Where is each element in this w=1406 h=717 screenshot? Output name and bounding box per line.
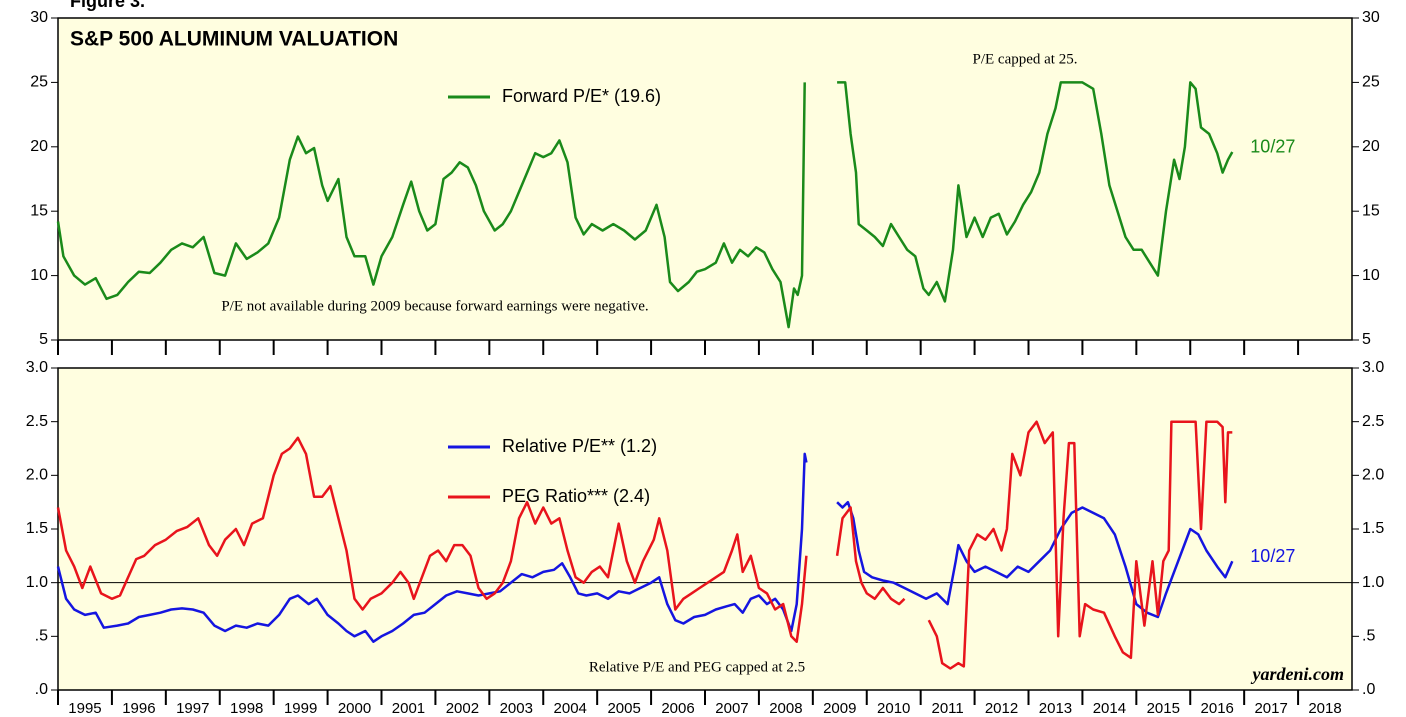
- plot-area: [57, 17, 1353, 341]
- y-tick-label: 30: [1362, 9, 1380, 26]
- y-tick-label: 5: [39, 331, 48, 348]
- x-tick-label: 1997: [176, 700, 209, 717]
- x-tick-label: 1996: [122, 700, 155, 717]
- annotation: Relative P/E and PEG capped at 2.5: [589, 659, 805, 675]
- plot-area: [57, 367, 1353, 691]
- y-tick-label: 5: [1362, 331, 1371, 348]
- x-tick-label: 2004: [554, 700, 587, 717]
- credit: yardeni.com: [1251, 664, 1345, 684]
- y-tick-label: 30: [30, 9, 48, 26]
- figure-label: Figure 3.: [70, 0, 145, 11]
- x-tick-label: 2000: [338, 700, 371, 717]
- y-tick-label: .0: [1362, 681, 1375, 698]
- y-tick-label: 2.5: [1362, 413, 1384, 430]
- x-tick-label: 2015: [1147, 700, 1180, 717]
- legend-label: PEG Ratio*** (2.4): [502, 486, 650, 506]
- y-tick-label: 1.0: [26, 574, 48, 591]
- x-tick-label: 2018: [1308, 700, 1341, 717]
- chart-title: S&P 500 ALUMINUM VALUATION: [70, 28, 398, 51]
- series-line: [56, 81, 1234, 329]
- x-tick-label: 2007: [715, 700, 748, 717]
- x-tick-label: 2014: [1093, 700, 1126, 717]
- y-tick-label: 25: [30, 74, 48, 91]
- x-tick-label: 2009: [823, 700, 856, 717]
- x-tick-label: 2013: [1039, 700, 1072, 717]
- x-tick-label: 2006: [661, 700, 694, 717]
- y-tick-label: 20: [30, 138, 48, 155]
- x-tick-label: 1998: [230, 700, 263, 717]
- end-label: 10/27: [1250, 546, 1295, 566]
- x-tick-label: 2010: [877, 700, 910, 717]
- x-tick-label: 2001: [392, 700, 425, 717]
- y-tick-label: 2.5: [26, 413, 48, 430]
- series-line: [56, 420, 1233, 670]
- x-tick-label: 2017: [1254, 700, 1287, 717]
- legend-label: Forward P/E* (19.6): [502, 86, 661, 106]
- y-tick-label: .0: [35, 681, 48, 698]
- x-tick-label: 2003: [500, 700, 533, 717]
- x-tick-label: 1995: [68, 700, 101, 717]
- x-tick-label: 2016: [1201, 700, 1234, 717]
- y-tick-label: 3.0: [1362, 359, 1384, 376]
- y-tick-label: 15: [1362, 202, 1380, 219]
- y-tick-label: .5: [1362, 628, 1375, 645]
- y-tick-label: 10: [1362, 267, 1380, 284]
- end-label: 10/27: [1250, 137, 1295, 157]
- x-tick-label: 2002: [446, 700, 479, 717]
- y-tick-label: 1.5: [26, 520, 48, 537]
- y-tick-label: 25: [1362, 74, 1380, 91]
- series-line: [56, 452, 1234, 643]
- x-tick-label: 2012: [985, 700, 1018, 717]
- y-tick-label: 2.0: [26, 467, 48, 484]
- y-tick-label: 1.0: [1362, 574, 1384, 591]
- x-tick-label: 2008: [769, 700, 802, 717]
- y-tick-label: 3.0: [26, 359, 48, 376]
- annotation: P/E not available during 2009 because fo…: [221, 298, 648, 314]
- legend-label: Relative P/E** (1.2): [502, 436, 657, 456]
- y-tick-label: 2.0: [1362, 467, 1384, 484]
- x-tick-label: 1999: [284, 700, 317, 717]
- x-tick-label: 2005: [607, 700, 640, 717]
- y-tick-label: 15: [30, 202, 48, 219]
- y-tick-label: 1.5: [1362, 520, 1384, 537]
- y-tick-label: .5: [35, 628, 48, 645]
- y-tick-label: 20: [1362, 138, 1380, 155]
- x-tick-label: 2011: [931, 700, 963, 717]
- y-tick-label: 10: [30, 267, 48, 284]
- annotation: P/E capped at 25.: [973, 51, 1078, 67]
